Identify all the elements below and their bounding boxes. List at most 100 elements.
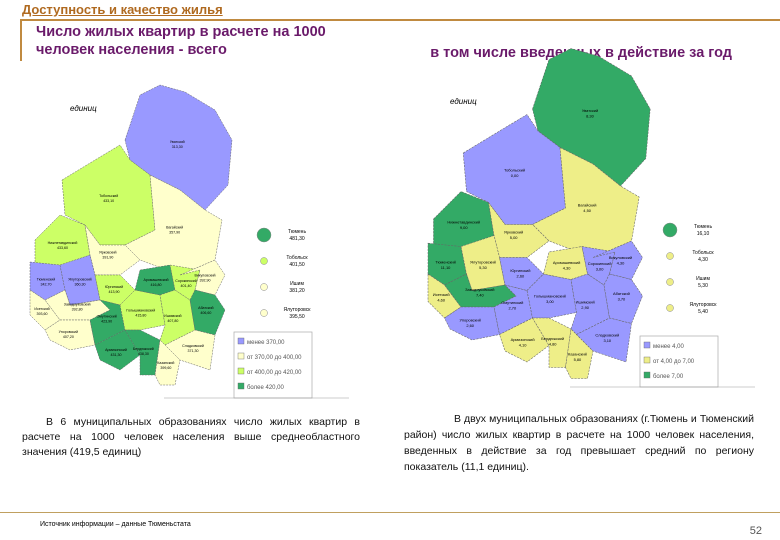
region-name: Тюменский	[37, 277, 56, 281]
region-value: 4,60	[437, 298, 445, 303]
region-value: 5,00	[510, 235, 518, 240]
city-marker	[666, 304, 674, 312]
region-name: Нижнетавдинский	[447, 219, 480, 224]
region-19[interactable]	[189, 289, 226, 336]
region-value: 9,00	[460, 225, 468, 230]
region-8[interactable]	[44, 289, 111, 321]
legend-swatch	[237, 367, 245, 375]
city-marker	[260, 309, 268, 317]
region-0[interactable]	[124, 84, 233, 211]
region-value: 4,80	[549, 341, 557, 346]
region-name: Голышмановский	[126, 309, 155, 313]
region-value: 438,30	[138, 352, 149, 356]
region-10[interactable]	[94, 274, 136, 306]
region-name: Нижнетавдинский	[48, 241, 78, 245]
region-8[interactable]	[444, 273, 517, 308]
right-unit-label: единиц	[450, 97, 477, 106]
region-value: 371,30	[188, 349, 199, 353]
region-0[interactable]	[532, 48, 651, 187]
region-value: 406,60	[200, 311, 211, 315]
region-value: 2,90	[581, 305, 589, 310]
region-name: Ишимский	[576, 300, 595, 305]
region-name: Омутинский	[501, 300, 523, 305]
left-unit-label: единиц	[70, 104, 97, 113]
region-name: Казанский	[157, 361, 174, 365]
region-value: 0,00	[511, 173, 519, 178]
region-value: 413,90	[109, 290, 120, 294]
region-19[interactable]	[603, 273, 643, 324]
city-name: Ишим	[696, 276, 710, 282]
legend-swatch	[643, 356, 651, 364]
region-name: Упоровский	[59, 330, 78, 334]
header-rule	[20, 19, 780, 21]
city-marker	[662, 222, 678, 238]
region-value: 3,70	[618, 296, 626, 301]
legend-swatch	[643, 371, 651, 379]
right-description: В двух муниципальных образованиях (г.Тюм…	[404, 413, 754, 473]
section-title: Доступность и качество жилья	[22, 2, 223, 17]
region-value: 342,70	[41, 282, 52, 286]
city-marker	[256, 227, 272, 243]
region-name: Ишимский	[164, 314, 181, 318]
region-value: 393,60	[37, 312, 48, 316]
region-name: Абатский	[613, 291, 630, 296]
legend-label: менее 370,00	[247, 340, 285, 346]
city-value: 401,50	[289, 262, 305, 268]
region-value: 8,30	[586, 114, 594, 119]
region-name: Аромашевский	[144, 278, 169, 282]
page-number: 52	[749, 525, 762, 537]
city-marker	[666, 278, 674, 286]
region-value: 401,40	[181, 284, 192, 288]
region-12[interactable]	[94, 329, 141, 371]
region-value: 2,60	[466, 323, 474, 328]
region-value: 423,90	[101, 319, 112, 323]
legend-label: более 420,00	[247, 385, 284, 391]
region-value: 4,50	[583, 208, 591, 213]
region-21[interactable]	[164, 329, 216, 371]
region-value: 4,30	[617, 261, 625, 266]
region-name: Вагайский	[166, 225, 183, 229]
region-name: Исетский	[433, 292, 450, 297]
city-value: 16,10	[697, 231, 710, 237]
region-name: Уватский	[582, 108, 598, 113]
region-name: Бердюжский	[541, 336, 564, 341]
city-marker	[260, 283, 268, 291]
region-value: 407,80	[167, 319, 178, 323]
region-10[interactable]	[499, 257, 544, 291]
region-value: 7,40	[476, 292, 484, 297]
region-name: Викуловский	[609, 255, 632, 260]
region-value: 416,80	[151, 283, 162, 287]
region-name: Абатский	[198, 306, 213, 310]
city-name: Тобольск	[286, 255, 308, 261]
legend-swatch	[237, 352, 245, 360]
region-value: 5,30	[479, 265, 487, 270]
region-21[interactable]	[576, 317, 632, 363]
city-value: 5,40	[698, 309, 708, 315]
region-value: 3,00	[596, 267, 604, 272]
region-name: Заводоуковский	[465, 287, 494, 292]
region-value: 4,10	[519, 343, 527, 348]
region-name: Сорокинский	[588, 261, 612, 266]
legend-label: от 370,00 до 400,00	[247, 355, 302, 361]
footer-rule	[0, 512, 780, 513]
region-name: Аромашевский	[553, 260, 581, 265]
region-name: Уватский	[170, 140, 185, 144]
region-12[interactable]	[499, 317, 550, 363]
legend-label: более 7,00	[653, 374, 684, 380]
region-value: 433,10	[103, 199, 114, 203]
region-name: Тобольский	[99, 194, 118, 198]
city-marker	[260, 257, 268, 265]
city-value: 481,30	[289, 236, 305, 242]
region-name: Армизонский	[105, 348, 127, 352]
region-name: Ярковский	[99, 250, 116, 254]
region-value: 392,90	[200, 279, 211, 283]
region-name: Казанский	[568, 351, 587, 356]
source-note: Источник информации – данные Тюменьстата	[40, 521, 191, 528]
region-value: 2,70	[508, 306, 516, 311]
legend-box	[233, 331, 313, 399]
region-value: 313,30	[172, 145, 183, 149]
region-name: Тобольский	[504, 168, 525, 173]
region-name: Исетский	[34, 307, 49, 311]
